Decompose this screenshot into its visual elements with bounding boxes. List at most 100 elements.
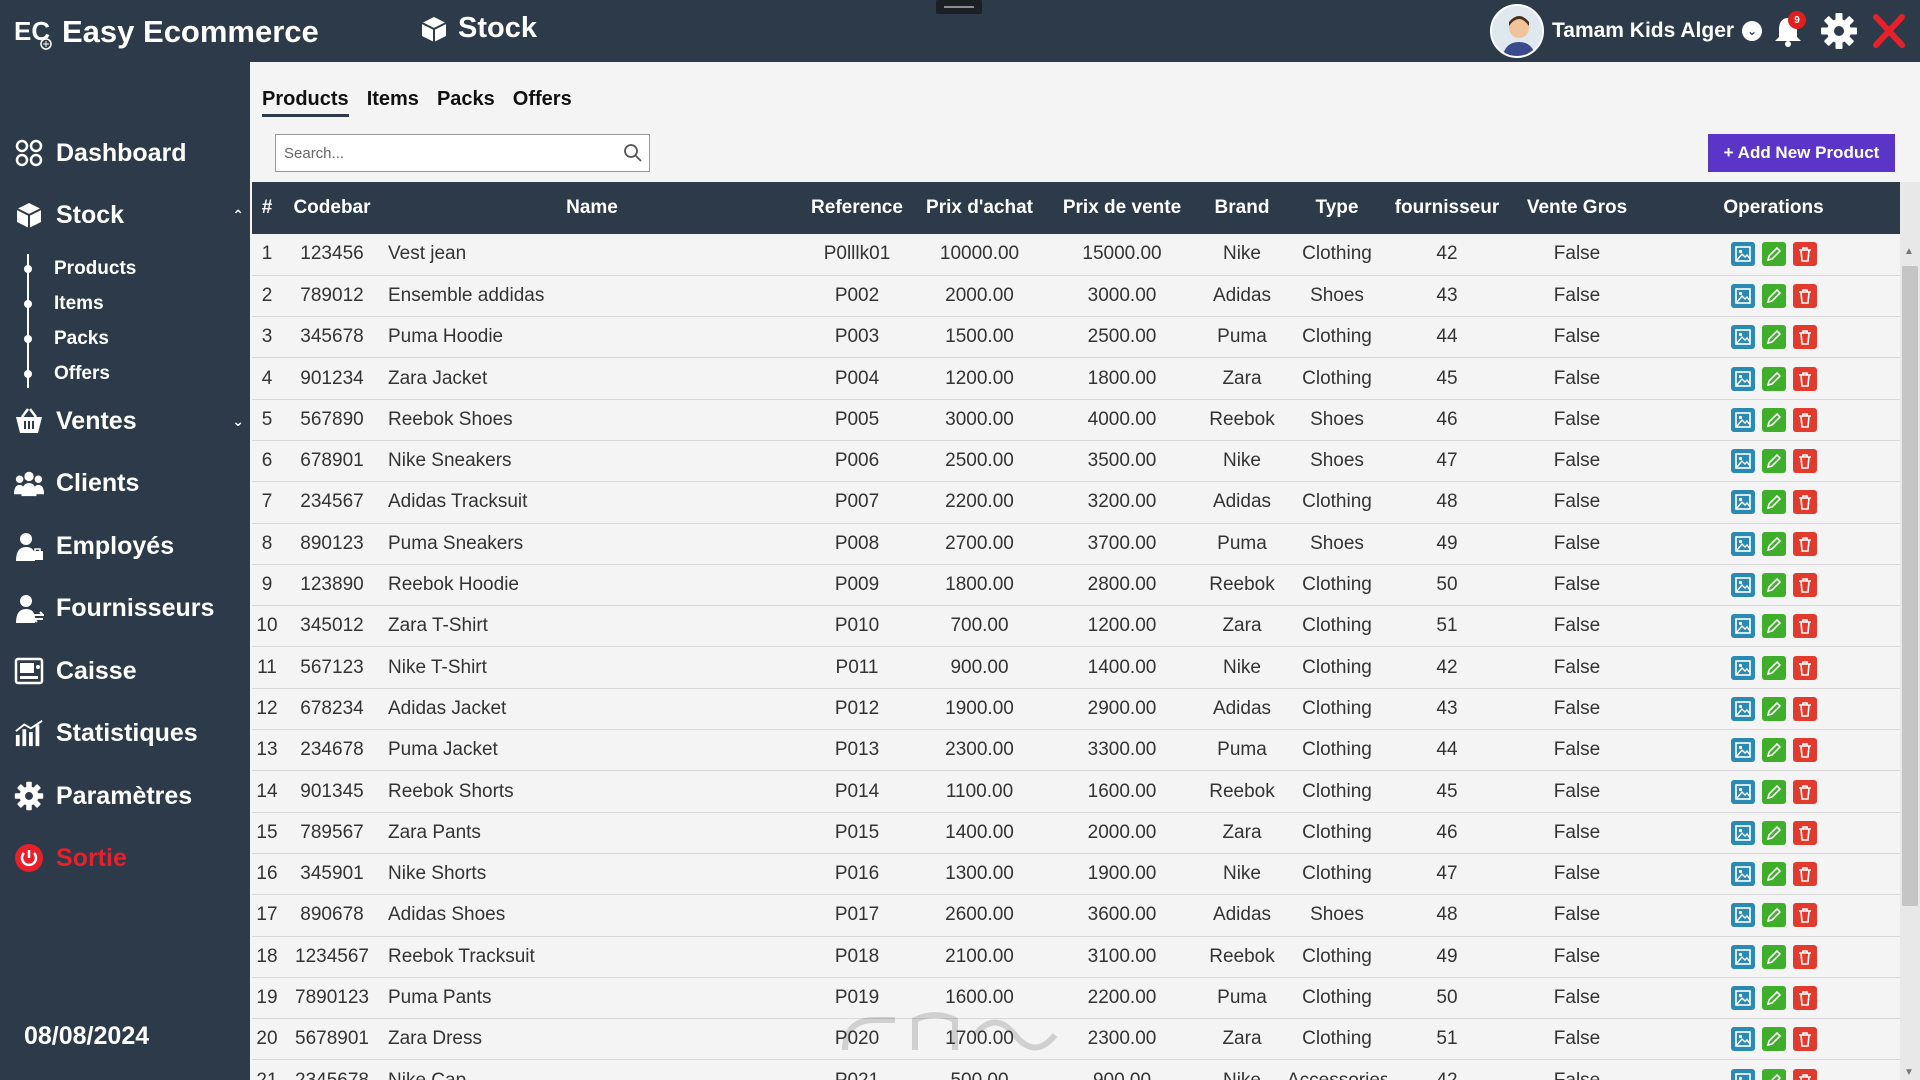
view-image-icon[interactable] bbox=[1730, 325, 1755, 350]
edit-icon[interactable] bbox=[1761, 325, 1786, 350]
view-image-icon[interactable] bbox=[1730, 985, 1755, 1010]
table-row[interactable]: 16 345901 Nike Shorts P016 1300.00 1900.00 Nik… bbox=[252, 853, 1900, 895]
delete-icon[interactable] bbox=[1792, 366, 1817, 391]
search-icon[interactable] bbox=[623, 143, 643, 163]
header-col-name[interactable]: Name bbox=[566, 197, 618, 218]
view-image-icon[interactable] bbox=[1730, 573, 1755, 598]
sidebar-item-fournisseurs[interactable]: Fournisseurs bbox=[14, 593, 244, 623]
header-col-index[interactable]: # bbox=[261, 197, 273, 218]
edit-icon[interactable] bbox=[1761, 738, 1786, 763]
edit-icon[interactable] bbox=[1761, 1068, 1786, 1080]
view-image-icon[interactable] bbox=[1730, 862, 1755, 887]
delete-icon[interactable] bbox=[1792, 655, 1817, 680]
table-row[interactable]: 3 345678 Puma Hoodie P003 1500.00 2500.00 Puma… bbox=[252, 316, 1900, 358]
view-image-icon[interactable] bbox=[1730, 242, 1755, 267]
table-row[interactable]: 20 5678901 Zara Dress P020 1700.00 2300.00 Zar… bbox=[252, 1018, 1900, 1060]
table-row[interactable]: 11 567123 Nike T-Shirt P011 900.00 1400.00 Nik… bbox=[252, 646, 1900, 689]
sidebar-item-stock[interactable]: Stock ⌃ bbox=[14, 200, 244, 230]
view-image-icon[interactable] bbox=[1730, 449, 1755, 474]
delete-icon[interactable] bbox=[1792, 573, 1817, 598]
edit-icon[interactable] bbox=[1761, 779, 1786, 804]
sidebar-subitem-items[interactable]: Items bbox=[24, 293, 104, 315]
sidebar-item-caisse[interactable]: Caisse bbox=[14, 656, 244, 686]
sidebar-item-statistiques[interactable]: Statistiques bbox=[14, 718, 244, 748]
scroll-down-icon[interactable]: ▼ bbox=[1904, 1067, 1914, 1078]
edit-icon[interactable] bbox=[1761, 903, 1786, 928]
chevron-down-icon[interactable]: ⌄ bbox=[1742, 21, 1763, 41]
header-col-vente-gros[interactable]: Vente Gros bbox=[1526, 197, 1628, 218]
header-col-reference[interactable]: Reference bbox=[811, 197, 903, 218]
delete-icon[interactable] bbox=[1792, 1068, 1817, 1080]
delete-icon[interactable] bbox=[1792, 531, 1817, 556]
header-col-fournisseur[interactable]: fournisseur bbox=[1394, 197, 1500, 218]
edit-icon[interactable] bbox=[1761, 531, 1786, 556]
delete-icon[interactable] bbox=[1792, 779, 1817, 804]
table-row[interactable]: 7 234567 Adidas Tracksuit P007 2200.00 3200.0… bbox=[252, 481, 1900, 524]
scroll-up-icon[interactable]: ▲ bbox=[1904, 246, 1914, 257]
sidebar-item-sortie[interactable]: Sortie bbox=[14, 843, 244, 873]
delete-icon[interactable] bbox=[1792, 985, 1817, 1010]
gear-icon[interactable] bbox=[1820, 12, 1858, 50]
table-row[interactable]: 4 901234 Zara Jacket P004 1200.00 1800.00 Zara… bbox=[252, 357, 1900, 400]
view-image-icon[interactable] bbox=[1730, 407, 1755, 432]
tab-products[interactable]: Products bbox=[262, 88, 349, 117]
edit-icon[interactable] bbox=[1761, 242, 1786, 267]
edit-icon[interactable] bbox=[1761, 696, 1786, 721]
sidebar-item-ventes[interactable]: Ventes ⌄ bbox=[14, 406, 244, 436]
delete-icon[interactable] bbox=[1792, 820, 1817, 845]
view-image-icon[interactable] bbox=[1730, 614, 1755, 639]
table-row[interactable]: 14 901345 Reebok Shorts P014 1100.00 1600.00 R… bbox=[252, 770, 1900, 813]
scrollbar-thumb[interactable] bbox=[1902, 266, 1918, 906]
edit-icon[interactable] bbox=[1761, 1027, 1786, 1052]
header-col-brand[interactable]: Brand bbox=[1214, 197, 1270, 218]
edit-icon[interactable] bbox=[1761, 944, 1786, 969]
delete-icon[interactable] bbox=[1792, 696, 1817, 721]
delete-icon[interactable] bbox=[1792, 242, 1817, 267]
edit-icon[interactable] bbox=[1761, 366, 1786, 391]
delete-icon[interactable] bbox=[1792, 944, 1817, 969]
view-image-icon[interactable] bbox=[1730, 531, 1755, 556]
delete-icon[interactable] bbox=[1792, 738, 1817, 763]
edit-icon[interactable] bbox=[1761, 655, 1786, 680]
view-image-icon[interactable] bbox=[1730, 696, 1755, 721]
sidebar-subitem-offers[interactable]: Offers bbox=[24, 363, 110, 385]
view-image-icon[interactable] bbox=[1730, 1068, 1755, 1080]
vertical-scrollbar[interactable]: ▲ ▼ bbox=[1900, 182, 1920, 1080]
sidebar-item-clients[interactable]: Clients bbox=[14, 468, 244, 498]
window-drag-handle[interactable] bbox=[936, 0, 982, 14]
sidebar-subitem-packs[interactable]: Packs bbox=[24, 328, 109, 350]
table-row[interactable]: 18 1234567 Reebok Tracksuit P018 2100.00 3100… bbox=[252, 936, 1900, 978]
view-image-icon[interactable] bbox=[1730, 738, 1755, 763]
table-row[interactable]: 9 123890 Reebok Hoodie P009 1800.00 2800.00 Re… bbox=[252, 564, 1900, 606]
search-input[interactable] bbox=[276, 135, 596, 171]
header-col-type[interactable]: Type bbox=[1315, 197, 1359, 218]
table-row[interactable]: 212345678Nike CapP021500.00900.00NikeAcc… bbox=[252, 1059, 1900, 1080]
sidebar-item-employes[interactable]: Employés bbox=[14, 531, 244, 561]
table-row[interactable]: 15 789567 Zara Pants P015 1400.00 2000.00 Zara… bbox=[252, 812, 1900, 854]
sidebar-item-parametres[interactable]: Paramètres bbox=[14, 781, 244, 811]
chevron-up-icon[interactable]: ⌃ bbox=[232, 206, 244, 223]
header-col-operations[interactable]: Operations bbox=[1723, 197, 1824, 218]
table-row[interactable]: 1 123456 Vest jean P0lllk01 10000.00 15000.00… bbox=[252, 234, 1900, 276]
view-image-icon[interactable] bbox=[1730, 283, 1755, 308]
delete-icon[interactable] bbox=[1792, 283, 1817, 308]
tab-packs[interactable]: Packs bbox=[436, 88, 495, 110]
tab-items[interactable]: Items bbox=[366, 88, 419, 110]
edit-icon[interactable] bbox=[1761, 573, 1786, 598]
edit-icon[interactable] bbox=[1761, 862, 1786, 887]
table-row[interactable]: 5 567890 Reebok Shoes P005 3000.00 4000.00 Ree… bbox=[252, 399, 1900, 441]
view-image-icon[interactable] bbox=[1730, 1027, 1755, 1052]
view-image-icon[interactable] bbox=[1730, 820, 1755, 845]
header-col-prix-achat[interactable]: Prix d'achat bbox=[926, 197, 1033, 218]
chevron-down-icon[interactable]: ⌄ bbox=[232, 412, 244, 429]
delete-icon[interactable] bbox=[1792, 490, 1817, 515]
edit-icon[interactable] bbox=[1761, 283, 1786, 308]
header-col-prix-vente[interactable]: Prix de vente bbox=[1062, 197, 1182, 218]
view-image-icon[interactable] bbox=[1730, 903, 1755, 928]
delete-icon[interactable] bbox=[1792, 325, 1817, 350]
table-row[interactable]: 10 345012 Zara T-Shirt P010 700.00 1200.00 Zar… bbox=[252, 605, 1900, 647]
edit-icon[interactable] bbox=[1761, 407, 1786, 432]
delete-icon[interactable] bbox=[1792, 1027, 1817, 1052]
edit-icon[interactable] bbox=[1761, 985, 1786, 1010]
add-product-button[interactable]: + Add New Product bbox=[1708, 134, 1895, 172]
